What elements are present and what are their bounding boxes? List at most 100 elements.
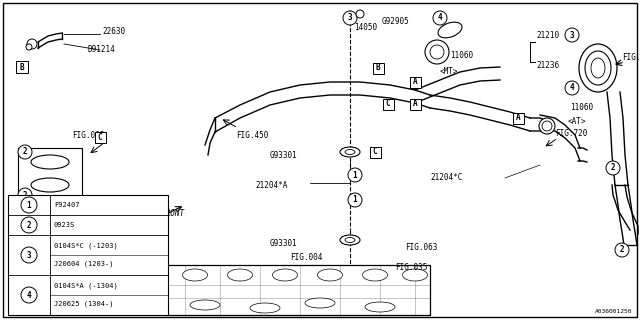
Text: C: C <box>98 132 102 141</box>
Text: C: C <box>386 100 390 108</box>
Text: <AT>: <AT> <box>568 117 586 126</box>
Circle shape <box>542 121 552 131</box>
Text: 1: 1 <box>27 201 31 210</box>
Ellipse shape <box>585 51 611 85</box>
Text: FIG.154: FIG.154 <box>622 52 640 61</box>
Text: 2: 2 <box>22 148 28 156</box>
Ellipse shape <box>31 178 69 192</box>
Circle shape <box>565 28 579 42</box>
Text: FIG.035: FIG.035 <box>395 263 428 273</box>
Text: 11060: 11060 <box>570 103 593 113</box>
Bar <box>95 132 106 142</box>
Circle shape <box>27 39 37 49</box>
Ellipse shape <box>345 237 355 243</box>
Ellipse shape <box>317 269 342 281</box>
Text: FIG.004: FIG.004 <box>290 253 323 262</box>
Bar <box>410 76 420 87</box>
Bar <box>369 147 381 157</box>
Text: A: A <box>413 100 417 108</box>
Bar <box>16 61 28 73</box>
Circle shape <box>356 10 364 18</box>
Circle shape <box>615 243 629 257</box>
Text: 21204*C: 21204*C <box>430 173 462 182</box>
Text: J20604 (1203-): J20604 (1203-) <box>54 260 113 267</box>
Text: 21204*B: 21204*B <box>22 213 54 222</box>
Text: F92407: F92407 <box>54 202 79 208</box>
Text: 3: 3 <box>27 251 31 260</box>
Text: B: B <box>376 63 380 73</box>
Ellipse shape <box>365 302 395 312</box>
Text: G93301: G93301 <box>270 150 298 159</box>
Bar <box>372 62 383 74</box>
Circle shape <box>433 11 447 25</box>
Text: 21210: 21210 <box>536 30 559 39</box>
Text: 14050: 14050 <box>354 23 377 33</box>
Circle shape <box>606 161 620 175</box>
Circle shape <box>26 44 32 50</box>
Text: 4: 4 <box>570 84 574 92</box>
Text: 4: 4 <box>27 291 31 300</box>
Text: A: A <box>413 77 417 86</box>
Ellipse shape <box>362 269 387 281</box>
Ellipse shape <box>403 269 428 281</box>
Ellipse shape <box>182 269 207 281</box>
Text: FIG.720: FIG.720 <box>555 129 588 138</box>
Text: J20625 (1304-): J20625 (1304-) <box>54 300 113 307</box>
Bar <box>410 99 420 109</box>
Text: 21236: 21236 <box>536 60 559 69</box>
Circle shape <box>18 188 32 202</box>
Text: B: B <box>20 62 24 71</box>
Text: 21204*A: 21204*A <box>255 180 287 189</box>
Bar <box>513 113 524 124</box>
Text: 11060: 11060 <box>450 51 473 60</box>
Ellipse shape <box>579 44 617 92</box>
Bar <box>8 195 168 315</box>
Circle shape <box>18 145 32 159</box>
Text: FIG.450: FIG.450 <box>236 131 268 140</box>
Text: 0104S*C (-1203): 0104S*C (-1203) <box>54 243 118 250</box>
Text: 2: 2 <box>611 164 615 172</box>
Ellipse shape <box>227 269 253 281</box>
Circle shape <box>430 45 444 59</box>
Circle shape <box>21 197 37 213</box>
Text: 0923S: 0923S <box>54 222 76 228</box>
Text: FIG.063: FIG.063 <box>72 131 104 140</box>
Ellipse shape <box>31 155 69 169</box>
Text: FRONT: FRONT <box>162 209 185 218</box>
Text: FIG.063: FIG.063 <box>405 244 437 252</box>
Ellipse shape <box>345 149 355 155</box>
Circle shape <box>21 287 37 303</box>
Ellipse shape <box>340 235 360 245</box>
Text: 3: 3 <box>348 13 352 22</box>
Text: A036001250: A036001250 <box>595 309 632 314</box>
Ellipse shape <box>340 147 360 157</box>
Text: 2: 2 <box>27 220 31 229</box>
Circle shape <box>425 40 449 64</box>
Text: 0104S*A (-1304): 0104S*A (-1304) <box>54 283 118 290</box>
Text: <MT>: <MT> <box>440 68 458 76</box>
Text: 1: 1 <box>353 196 357 204</box>
Ellipse shape <box>305 298 335 308</box>
Text: G93301: G93301 <box>270 238 298 247</box>
Ellipse shape <box>273 269 298 281</box>
Circle shape <box>21 247 37 263</box>
Text: A: A <box>516 114 520 123</box>
Text: 4: 4 <box>438 13 442 22</box>
Text: 2: 2 <box>620 245 624 254</box>
Circle shape <box>348 193 362 207</box>
Text: 3: 3 <box>570 30 574 39</box>
Text: 2: 2 <box>22 190 28 199</box>
Ellipse shape <box>250 303 280 313</box>
Ellipse shape <box>190 300 220 310</box>
Circle shape <box>343 11 357 25</box>
Ellipse shape <box>438 22 462 38</box>
Circle shape <box>21 217 37 233</box>
Text: C: C <box>372 148 378 156</box>
Ellipse shape <box>591 58 605 78</box>
Circle shape <box>348 168 362 182</box>
Text: 1: 1 <box>353 171 357 180</box>
Text: G92905: G92905 <box>382 18 410 27</box>
Bar <box>383 99 394 109</box>
Text: 22630: 22630 <box>102 28 125 36</box>
Circle shape <box>539 118 555 134</box>
